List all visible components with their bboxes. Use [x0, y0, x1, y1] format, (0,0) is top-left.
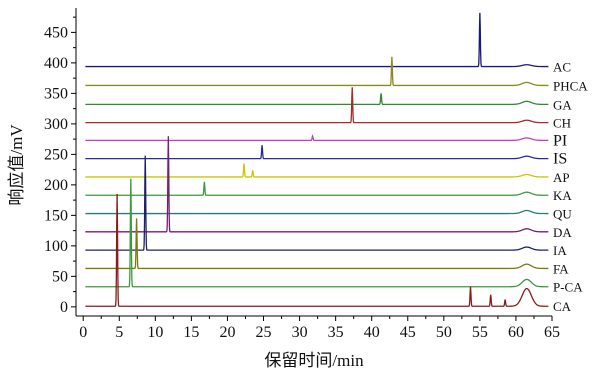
trace-is [85, 145, 549, 160]
x-tick-label: 40 [364, 324, 380, 341]
x-tick-label: 65 [544, 324, 560, 341]
x-tick-label: 5 [115, 324, 123, 341]
series-label-p-ca: P-CA [553, 280, 583, 295]
y-tick-label: 450 [44, 24, 68, 41]
x-tick-label: 30 [292, 324, 308, 341]
series-label-is: IS [553, 151, 567, 168]
x-tick-label: 10 [147, 324, 163, 341]
y-tick-label: 350 [44, 85, 68, 102]
trace-phca [85, 56, 549, 87]
x-tick-label: 20 [219, 324, 235, 341]
series-label-qu: QU [553, 207, 572, 222]
trace-p-ca [85, 178, 549, 288]
series-label-ka: KA [553, 188, 572, 203]
y-tick-label: 250 [44, 146, 68, 163]
trace-fa [85, 218, 549, 270]
series-label-ca: CA [553, 299, 572, 314]
x-tick-label: 45 [400, 324, 416, 341]
trace-pi [85, 133, 549, 142]
series-label-phca: PHCA [553, 78, 588, 93]
trace-ia [85, 155, 549, 251]
x-tick-label: 25 [256, 324, 272, 341]
y-tick-label: 50 [52, 268, 68, 285]
trace-qu [85, 209, 549, 215]
y-tick-label: 0 [60, 299, 68, 316]
series-label-ap: AP [553, 170, 570, 185]
series-label-ia: IA [553, 243, 567, 258]
y-tick-label: 400 [44, 55, 68, 72]
x-axis-ticks: 0 5 10 15 20 25 30 35 40 45 50 55 60 65 [79, 316, 560, 341]
x-tick-label: 55 [472, 324, 488, 341]
y-tick-label: 150 [44, 207, 68, 224]
x-tick-label: 15 [183, 324, 199, 341]
x-tick-label: 50 [436, 324, 452, 341]
series-label-ac: AC [553, 60, 571, 75]
series-label-ch: CH [553, 116, 571, 131]
y-tick-label: 300 [44, 116, 68, 133]
series-label-pi: PI [553, 132, 567, 149]
series-label-ga: GA [553, 97, 572, 112]
trace-ap [85, 163, 549, 178]
y-tick-label: 100 [44, 238, 68, 255]
trace-ch [85, 87, 549, 124]
y-axis-ticks: 0 50 100 150 200 250 300 350 400 450 [44, 16, 76, 316]
x-tick-label: 60 [508, 324, 524, 341]
series-layer [85, 12, 549, 307]
trace-ka [85, 181, 549, 196]
y-axis-title: 响应值/mV [7, 124, 26, 206]
x-tick-label: 0 [79, 324, 87, 341]
x-axis-title: 保留时间/min [264, 351, 364, 370]
series-label-fa: FA [553, 261, 569, 276]
trace-da [85, 136, 549, 233]
x-tick-label: 35 [328, 324, 344, 341]
trace-ga [85, 93, 549, 106]
trace-ca [85, 194, 549, 307]
series-label-da: DA [553, 225, 572, 240]
trace-ac [85, 12, 549, 68]
y-tick-label: 200 [44, 177, 68, 194]
